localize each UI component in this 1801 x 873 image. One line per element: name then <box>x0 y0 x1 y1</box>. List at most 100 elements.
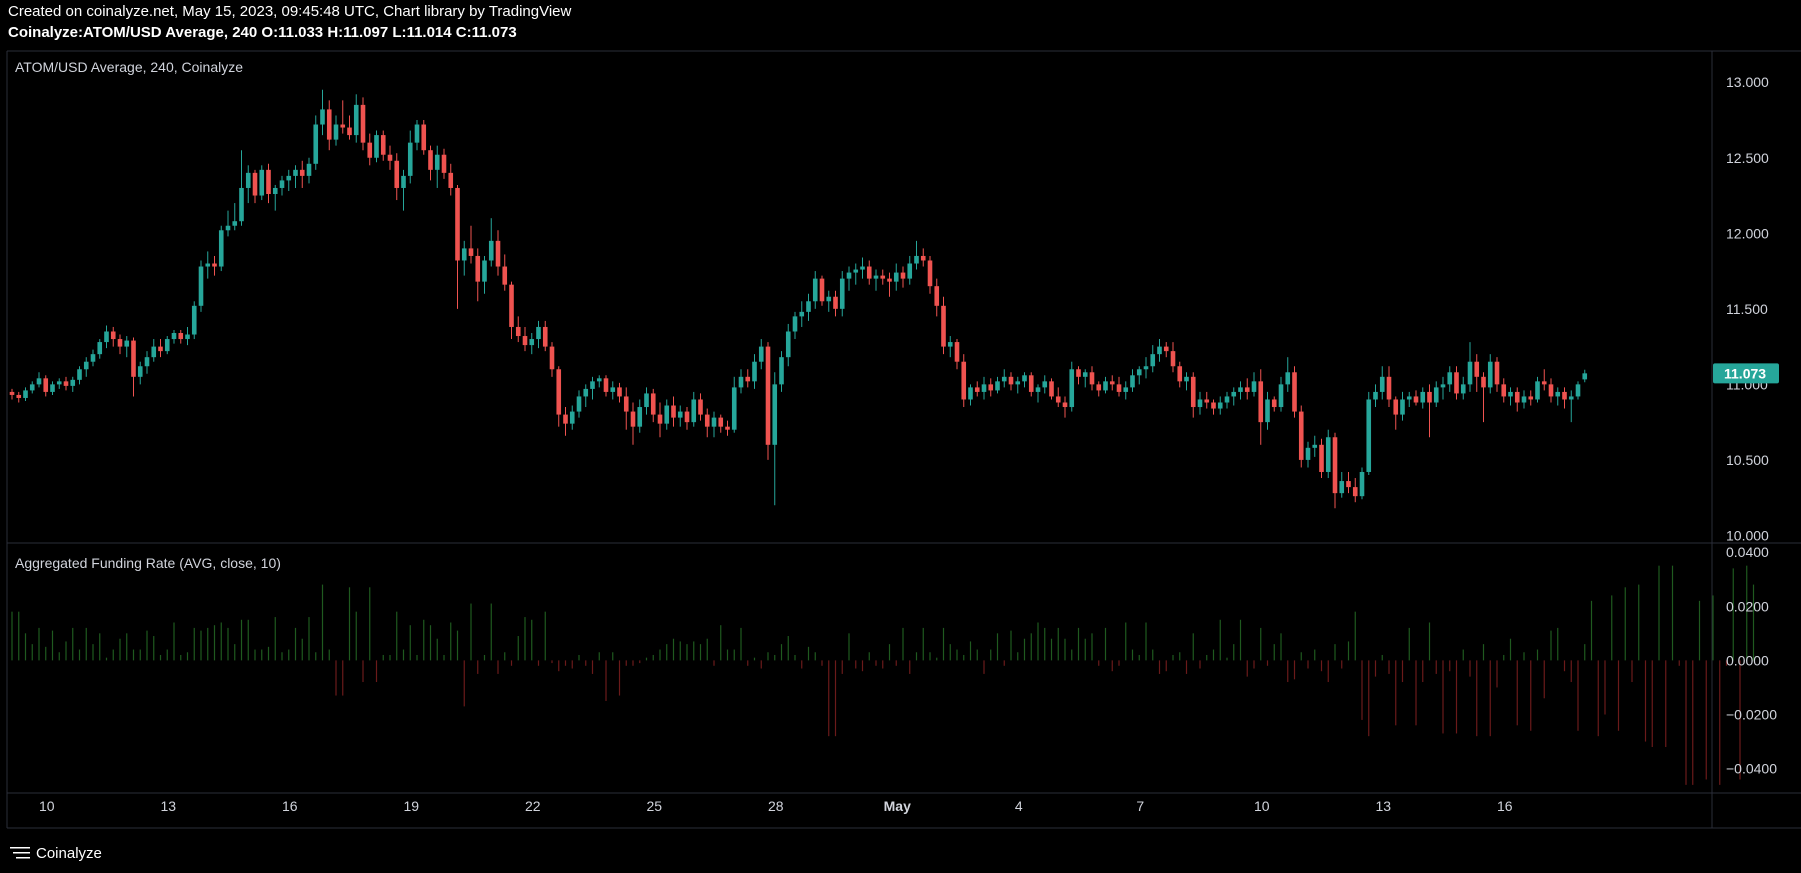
candle <box>1366 391 1372 476</box>
candle <box>1548 378 1554 403</box>
candle-body <box>401 175 406 188</box>
candle <box>542 320 548 352</box>
candle-body <box>1136 369 1142 376</box>
candle-body <box>1541 381 1547 385</box>
candle-body <box>637 407 643 427</box>
candle-body <box>1251 381 1257 392</box>
candle-body <box>1224 396 1230 403</box>
candle-body <box>1170 351 1176 367</box>
candle-body <box>887 278 892 282</box>
candle-body <box>407 142 413 176</box>
price-tick-label: 13.000 <box>1726 74 1769 90</box>
candle <box>623 387 629 430</box>
candle-body <box>225 225 231 231</box>
brand-label: Coinalyze <box>36 844 102 862</box>
candle <box>677 405 683 427</box>
low-label: L: <box>392 24 407 41</box>
candle-body <box>1582 373 1588 380</box>
candle <box>644 387 649 415</box>
chart-frame <box>6 50 1801 829</box>
candle-body <box>1022 375 1027 382</box>
candle-body <box>1528 396 1534 400</box>
candle-body <box>691 399 697 423</box>
candle-body <box>104 331 109 343</box>
candle <box>1238 381 1243 400</box>
candle-body <box>1177 366 1183 382</box>
candle <box>151 339 157 362</box>
candle-body <box>1244 387 1250 392</box>
candle-body <box>738 376 744 388</box>
candle-body <box>414 124 420 143</box>
candle-body <box>1082 372 1088 377</box>
candle <box>684 407 690 430</box>
candle <box>718 414 724 433</box>
candle <box>900 266 906 288</box>
candle <box>887 272 892 297</box>
close-label: C: <box>455 24 472 41</box>
candle-body <box>610 387 616 392</box>
candle-body <box>860 266 865 270</box>
candle-body <box>29 384 35 391</box>
candle <box>266 163 271 204</box>
candle-body <box>1555 391 1561 397</box>
coinalyze-logo[interactable]: Coinalyze <box>8 843 102 863</box>
price-pane[interactable] <box>9 89 1588 509</box>
candle-body <box>1501 384 1507 397</box>
candle <box>988 378 994 397</box>
candle <box>239 150 244 226</box>
high-value: 11.097 <box>343 24 389 41</box>
candle-body <box>1413 396 1419 403</box>
funding-axis[interactable]: 0.0400 0.0200 0.0000 −0.0200 −0.0400 <box>1726 544 1777 777</box>
candle-body <box>272 187 278 195</box>
candle <box>576 390 582 418</box>
candle-body <box>97 342 103 355</box>
candle <box>313 115 319 170</box>
candle <box>691 391 697 427</box>
candle <box>110 326 116 347</box>
candle-body <box>725 426 730 430</box>
candle <box>826 290 832 312</box>
candle-body <box>995 381 1000 391</box>
candle <box>468 225 474 264</box>
candle-body <box>110 331 116 340</box>
candle-body <box>1157 346 1162 355</box>
candle-body <box>387 154 393 161</box>
candle-body <box>839 278 845 309</box>
candle-body <box>515 326 521 337</box>
symbol-name: Coinalyze:ATOM/USD Average, 240 <box>8 24 258 41</box>
candle-body <box>1130 375 1135 388</box>
time-axis[interactable]: 10 13 16 19 22 25 28 May 4 7 10 13 16 <box>39 798 1513 814</box>
price-axis[interactable]: 13.00012.50012.00011.50011.00010.50010.0… <box>1713 74 1779 543</box>
candle <box>657 402 663 438</box>
candle <box>974 381 980 397</box>
candle <box>698 393 703 421</box>
candle <box>1096 381 1102 397</box>
candle <box>1386 366 1392 408</box>
candle <box>144 351 150 374</box>
candle-body <box>1467 361 1473 385</box>
candle-body <box>266 169 271 195</box>
candle-body <box>1548 384 1554 397</box>
funding-pane[interactable] <box>11 565 1755 785</box>
candle <box>191 301 197 340</box>
candle-body <box>509 284 514 327</box>
candle-body <box>56 381 62 385</box>
candle-body <box>765 346 771 445</box>
candle-body <box>1116 384 1122 392</box>
candle <box>1575 381 1581 400</box>
candle-body <box>191 305 197 335</box>
candle <box>1325 429 1331 479</box>
candle <box>1008 372 1014 391</box>
candle <box>947 336 953 358</box>
candle-body <box>522 336 528 346</box>
candle <box>806 293 811 321</box>
candle-body <box>232 221 238 226</box>
candle <box>1042 375 1048 394</box>
candle <box>1204 391 1210 409</box>
candle <box>1487 354 1493 394</box>
candle-body <box>70 379 76 386</box>
candle <box>77 366 82 385</box>
candle <box>340 100 346 134</box>
candle <box>1312 435 1318 457</box>
